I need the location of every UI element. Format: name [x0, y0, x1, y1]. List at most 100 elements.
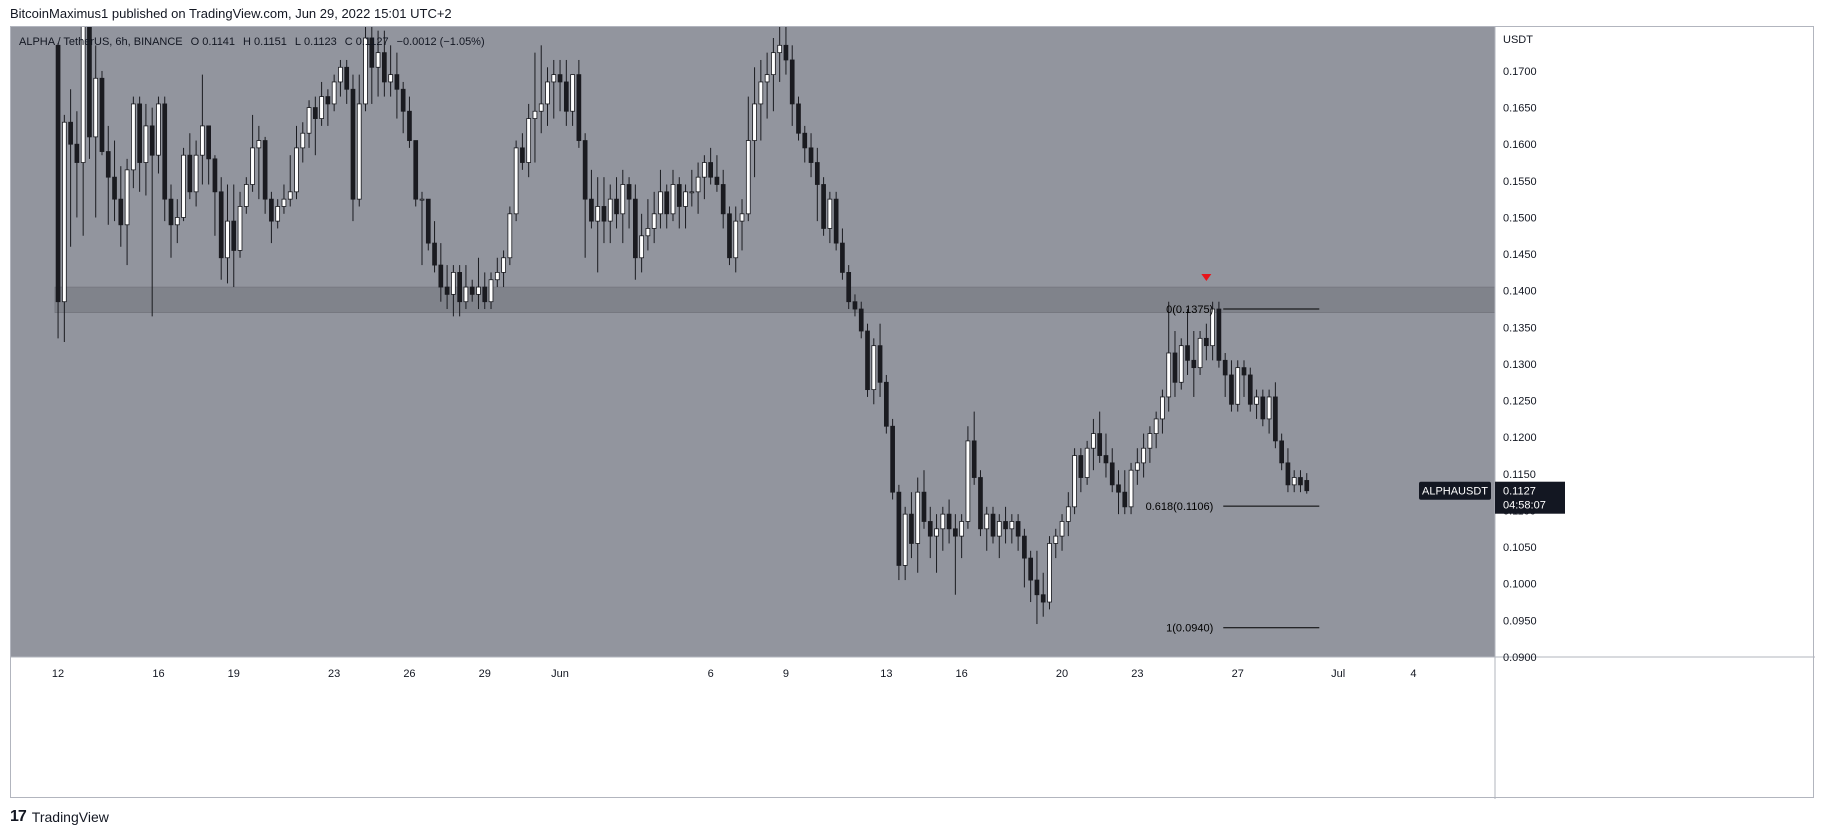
- candle: [1122, 470, 1128, 515]
- candle-body: [1298, 477, 1303, 486]
- candle: [350, 74, 356, 222]
- candle-body: [432, 242, 437, 266]
- candle: [1279, 433, 1285, 471]
- candle: [275, 199, 281, 229]
- candle: [1160, 389, 1165, 434]
- resistance-zone: [54, 286, 1496, 313]
- chart-frame[interactable]: 0(0.1375) 0.618(0.1106) 1(0.0940) USDT 0.09…: [10, 26, 1815, 799]
- candle-body: [814, 162, 820, 185]
- candle-body: [1059, 521, 1065, 537]
- candle-body: [181, 154, 186, 218]
- candle: [1059, 514, 1065, 551]
- candle: [294, 125, 299, 200]
- candle-body: [1003, 521, 1008, 530]
- candle: [802, 125, 808, 163]
- candle: [331, 74, 337, 112]
- candle-body: [206, 125, 212, 160]
- candle: [626, 177, 632, 229]
- candle-body: [124, 169, 130, 226]
- candle-body: [1128, 469, 1134, 508]
- x-tick-label: 19: [228, 668, 240, 680]
- candle: [193, 140, 199, 207]
- candle: [777, 27, 783, 82]
- candle-body: [369, 37, 375, 68]
- candle-body: [557, 74, 563, 83]
- candle: [432, 221, 437, 273]
- candle-body: [639, 235, 644, 259]
- candle: [814, 147, 820, 222]
- candle: [1153, 411, 1159, 449]
- candle: [1210, 301, 1215, 361]
- candle: [1216, 301, 1222, 368]
- candle: [714, 155, 720, 192]
- candle-body: [131, 103, 136, 171]
- candle-body: [890, 425, 895, 493]
- candle: [325, 89, 331, 126]
- y-tick-label: 0.1350: [1503, 322, 1537, 334]
- candle: [1285, 448, 1291, 493]
- candle-body: [1065, 506, 1071, 522]
- candle: [476, 257, 481, 310]
- candle-body: [783, 44, 789, 61]
- candle: [645, 199, 651, 251]
- candle-body: [1103, 455, 1109, 464]
- candle: [287, 155, 293, 207]
- candle-body: [162, 103, 168, 200]
- y-tick-label: 0.1600: [1503, 139, 1537, 151]
- candle-body: [934, 528, 939, 537]
- candle: [840, 228, 845, 280]
- candle: [488, 272, 494, 310]
- candle: [1254, 389, 1259, 419]
- candle: [664, 184, 670, 229]
- candle-body: [563, 81, 569, 112]
- candle-body: [93, 77, 99, 138]
- candle-body: [338, 66, 343, 83]
- candle: [996, 514, 1002, 559]
- x-tick-label: 26: [403, 668, 415, 680]
- candle: [1147, 426, 1153, 463]
- legend-low: 0.1123: [304, 36, 337, 48]
- candle-body: [852, 301, 858, 310]
- candle-body: [965, 440, 971, 522]
- candle: [463, 265, 469, 310]
- candle-body: [745, 140, 751, 215]
- candle-body: [1022, 535, 1027, 559]
- candle: [469, 279, 475, 302]
- candle-body: [1291, 477, 1297, 486]
- candle: [821, 177, 826, 236]
- candlestick-chart[interactable]: 0(0.1375)0.618(0.1106)1(0.0940) USDT0.09…: [11, 27, 1815, 799]
- candle-body: [689, 191, 695, 194]
- candle: [68, 89, 73, 247]
- candle-body: [375, 52, 381, 68]
- candle-body: [959, 521, 964, 537]
- candle-body: [796, 103, 801, 134]
- tradingview-footer[interactable]: 17 TradingView: [10, 808, 109, 826]
- y-tick-label: 0.1500: [1503, 212, 1537, 224]
- candle-body: [1053, 535, 1059, 544]
- candle: [1097, 411, 1103, 463]
- candle-body: [1034, 579, 1040, 596]
- candle-body: [1260, 396, 1266, 420]
- legend-low-label: L: [295, 36, 301, 48]
- candle: [1166, 301, 1172, 412]
- candle: [582, 133, 588, 258]
- candle-body: [494, 272, 500, 281]
- candle: [281, 184, 287, 214]
- candle: [865, 323, 870, 397]
- x-tick-label: 16: [152, 668, 164, 680]
- candle-body: [400, 88, 406, 112]
- candle: [457, 265, 462, 317]
- candle: [118, 166, 124, 247]
- candle: [846, 265, 852, 310]
- candle-body: [212, 158, 218, 193]
- candle: [112, 140, 117, 222]
- candle: [1229, 360, 1234, 412]
- candle: [538, 45, 544, 134]
- candle-body: [1222, 359, 1228, 376]
- candle: [174, 199, 180, 244]
- candle: [589, 169, 594, 229]
- candle: [375, 30, 381, 97]
- candle-body: [940, 513, 946, 530]
- candle-body: [363, 37, 368, 105]
- candle-body: [1279, 440, 1285, 464]
